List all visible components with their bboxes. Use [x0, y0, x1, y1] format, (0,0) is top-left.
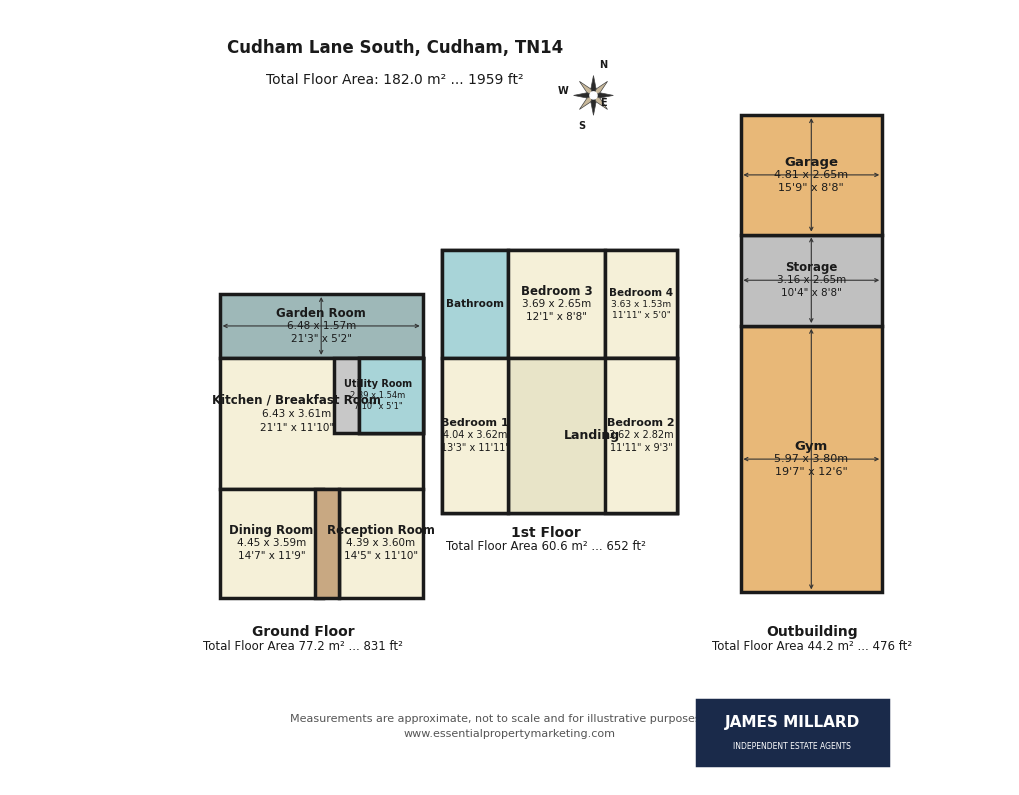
FancyBboxPatch shape	[507, 250, 605, 358]
Polygon shape	[579, 81, 593, 95]
Text: Bedroom 3: Bedroom 3	[520, 285, 592, 298]
FancyBboxPatch shape	[442, 250, 677, 513]
Text: Garage: Garage	[784, 156, 838, 169]
FancyBboxPatch shape	[740, 235, 881, 326]
Text: Bedroom 4: Bedroom 4	[608, 288, 673, 298]
Text: Measurements are approximate, not to scale and for illustrative purposes only.: Measurements are approximate, not to sca…	[289, 715, 730, 724]
Text: 21'1" x 11'10": 21'1" x 11'10"	[260, 424, 333, 433]
Text: 14'7" x 11'9": 14'7" x 11'9"	[237, 551, 305, 561]
Text: INDEPENDENT ESTATE AGENTS: INDEPENDENT ESTATE AGENTS	[733, 742, 850, 751]
Text: Gym: Gym	[794, 440, 827, 453]
Text: 13'3" x 11'11": 13'3" x 11'11"	[440, 443, 508, 453]
FancyBboxPatch shape	[220, 294, 422, 358]
FancyBboxPatch shape	[359, 358, 422, 433]
Text: Utility Room: Utility Room	[343, 379, 412, 390]
Text: 2.39 x 1.54m: 2.39 x 1.54m	[351, 391, 406, 400]
FancyBboxPatch shape	[605, 358, 677, 513]
Text: Reception Room: Reception Room	[326, 524, 434, 537]
FancyBboxPatch shape	[359, 358, 422, 433]
Text: Total Floor Area 77.2 m² ... 831 ft²: Total Floor Area 77.2 m² ... 831 ft²	[203, 640, 403, 653]
Text: 6.48 x 1.57m: 6.48 x 1.57m	[286, 321, 356, 331]
Text: 7'10" x 5'1": 7'10" x 5'1"	[354, 402, 401, 411]
FancyBboxPatch shape	[442, 358, 507, 513]
Text: 10'4" x 8'8": 10'4" x 8'8"	[781, 288, 841, 298]
FancyBboxPatch shape	[696, 700, 887, 765]
Text: 4.39 x 3.60m: 4.39 x 3.60m	[345, 538, 415, 549]
Text: Bathroom: Bathroom	[445, 299, 503, 309]
Text: Storage: Storage	[785, 261, 837, 274]
Text: 3.62 x 2.82m: 3.62 x 2.82m	[608, 430, 673, 440]
Text: 4.04 x 3.62m: 4.04 x 3.62m	[442, 430, 506, 440]
Text: 3.69 x 2.65m: 3.69 x 2.65m	[522, 299, 591, 309]
Text: 19'7" x 12'6": 19'7" x 12'6"	[774, 467, 847, 477]
Text: 1st Floor: 1st Floor	[511, 525, 580, 540]
Polygon shape	[573, 93, 593, 98]
Text: 5.97 x 3.80m: 5.97 x 3.80m	[773, 454, 848, 464]
FancyBboxPatch shape	[740, 326, 881, 592]
FancyBboxPatch shape	[605, 250, 677, 358]
Text: Bedroom 1: Bedroom 1	[441, 417, 508, 428]
Text: N: N	[598, 60, 606, 70]
FancyBboxPatch shape	[315, 489, 338, 598]
Text: Outbuilding: Outbuilding	[765, 625, 857, 639]
Text: 3.63 x 1.53m: 3.63 x 1.53m	[610, 300, 671, 308]
Text: 11'11" x 9'3": 11'11" x 9'3"	[609, 443, 672, 453]
FancyBboxPatch shape	[442, 250, 507, 358]
Text: 11'11" x 5'0": 11'11" x 5'0"	[611, 311, 669, 320]
FancyBboxPatch shape	[338, 489, 422, 598]
Text: Kitchen / Breakfast Room: Kitchen / Breakfast Room	[212, 394, 381, 406]
Text: Bedroom 2: Bedroom 2	[606, 417, 675, 428]
Text: S: S	[578, 121, 585, 130]
Polygon shape	[579, 95, 593, 110]
Text: 14'5" x 11'10": 14'5" x 11'10"	[343, 551, 418, 561]
Text: www.essentialpropertymarketing.com: www.essentialpropertymarketing.com	[404, 729, 615, 739]
Polygon shape	[593, 81, 607, 95]
Text: 3.16 x 2.65m: 3.16 x 2.65m	[775, 275, 845, 285]
Polygon shape	[590, 95, 595, 115]
Text: 15'9" x 8'8": 15'9" x 8'8"	[777, 183, 844, 192]
Polygon shape	[590, 76, 595, 95]
Polygon shape	[593, 93, 612, 98]
Circle shape	[589, 92, 596, 99]
Polygon shape	[593, 95, 607, 110]
Text: W: W	[557, 87, 568, 96]
Text: E: E	[599, 99, 605, 108]
Text: 12'1" x 8'8": 12'1" x 8'8"	[526, 312, 586, 322]
Text: Total Floor Area 60.6 m² ... 652 ft²: Total Floor Area 60.6 m² ... 652 ft²	[445, 541, 645, 553]
Text: Total Floor Area: 182.0 m² ... 1959 ft²: Total Floor Area: 182.0 m² ... 1959 ft²	[266, 72, 523, 87]
Text: 6.43 x 3.61m: 6.43 x 3.61m	[262, 409, 331, 419]
Text: Cudham Lane South, Cudham, TN14: Cudham Lane South, Cudham, TN14	[226, 39, 562, 56]
FancyBboxPatch shape	[220, 358, 422, 489]
Text: 4.45 x 3.59m: 4.45 x 3.59m	[236, 538, 306, 549]
Text: 21'3" x 5'2": 21'3" x 5'2"	[290, 334, 352, 343]
Text: Landing: Landing	[564, 429, 620, 442]
Text: Total Floor Area 44.2 m² ... 476 ft²: Total Floor Area 44.2 m² ... 476 ft²	[711, 640, 911, 653]
FancyBboxPatch shape	[220, 489, 323, 598]
FancyBboxPatch shape	[333, 358, 422, 433]
Text: Ground Floor: Ground Floor	[252, 625, 355, 639]
Text: JAMES MILLARD: JAMES MILLARD	[723, 715, 859, 730]
Text: Dining Room: Dining Room	[229, 524, 313, 537]
FancyBboxPatch shape	[507, 358, 677, 513]
Text: 4.81 x 2.65m: 4.81 x 2.65m	[773, 170, 848, 180]
FancyBboxPatch shape	[740, 115, 881, 235]
Text: Garden Room: Garden Room	[276, 307, 366, 320]
